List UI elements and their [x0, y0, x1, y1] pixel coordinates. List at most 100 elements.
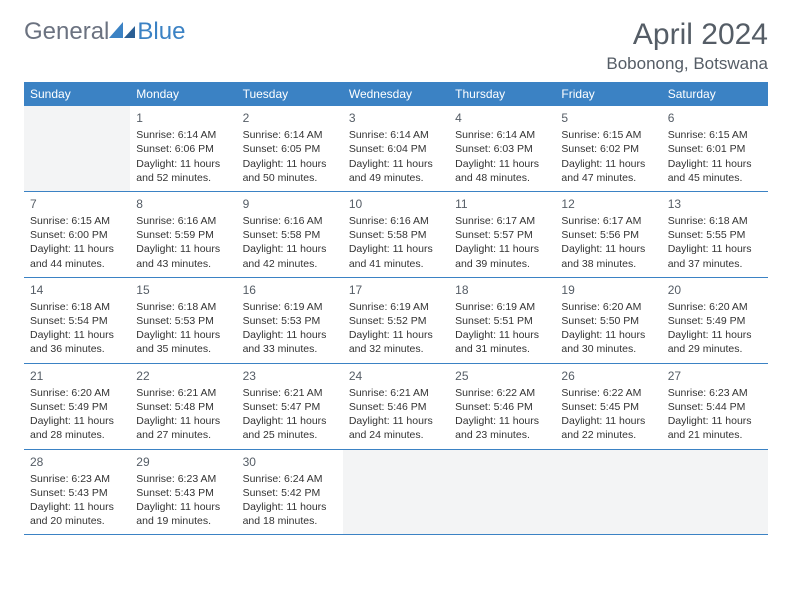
logo: General Blue	[24, 18, 185, 46]
day-number: 15	[136, 282, 230, 298]
day-details: Sunrise: 6:19 AMSunset: 5:53 PMDaylight:…	[243, 300, 337, 357]
day-cell: 21Sunrise: 6:20 AMSunset: 5:49 PMDayligh…	[24, 364, 130, 449]
day-number: 22	[136, 368, 230, 384]
day-cell	[449, 450, 555, 535]
week-row: 21Sunrise: 6:20 AMSunset: 5:49 PMDayligh…	[24, 364, 768, 450]
day-cell: 6Sunrise: 6:15 AMSunset: 6:01 PMDaylight…	[662, 106, 768, 191]
day-number: 23	[243, 368, 337, 384]
day-number: 17	[349, 282, 443, 298]
day-cell: 13 Sunrise: 6:18 AMSunset: 5:55 PMDayligh…	[662, 192, 768, 277]
day-details: Sunrise: 6:17 AMSunset: 5:57 PMDaylight:…	[455, 214, 549, 271]
day-number: 6	[668, 110, 762, 126]
day-cell: 3 Sunrise: 6:14 AMSunset: 6:04 PMDaylight…	[343, 106, 449, 191]
day-cell: 19 Sunrise: 6:20 AMSunset: 5:50 PMDayligh…	[555, 278, 661, 363]
day-details: Sunrise: 6:21 AMSunset: 5:46 PMDaylight:…	[349, 386, 443, 443]
day-cell: 25 Sunrise: 6:22 AMSunset: 5:46 PMDayligh…	[449, 364, 555, 449]
day-details: Sunrise: 6:19 AMSunset: 5:51 PMDaylight:…	[455, 300, 549, 357]
day-details: Sunrise: 6:17 AMSunset: 5:56 PMDaylight:…	[561, 214, 655, 271]
weekday-header-row: SundayMondayTuesdayWednesdayThursdayFrid…	[24, 82, 768, 106]
day-cell: 17 Sunrise: 6:19 AMSunset: 5:52 PMDayligh…	[343, 278, 449, 363]
day-details: Sunrise: 6:15 AMSunset: 6:00 PMDaylight:…	[30, 214, 124, 271]
day-number: 27	[668, 368, 762, 384]
calendar-body: 1 Sunrise: 6:14 AMSunset: 6:06 PMDaylight…	[24, 106, 768, 535]
day-cell: 5Sunrise: 6:15 AMSunset: 6:02 PMDaylight…	[555, 106, 661, 191]
day-cell: 2 Sunrise: 6:14 AMSunset: 6:05 PMDaylight…	[237, 106, 343, 191]
day-cell: 1 Sunrise: 6:14 AMSunset: 6:06 PMDaylight…	[130, 106, 236, 191]
day-number: 8	[136, 196, 230, 212]
weekday-header: Saturday	[662, 82, 768, 106]
day-number: 20	[668, 282, 762, 298]
day-cell: 23Sunrise: 6:21 AMSunset: 5:47 PMDayligh…	[237, 364, 343, 449]
weekday-header: Friday	[555, 82, 661, 106]
day-number: 16	[243, 282, 337, 298]
day-number: 7	[30, 196, 124, 212]
day-cell: 10 Sunrise: 6:16 AMSunset: 5:58 PMDayligh…	[343, 192, 449, 277]
week-row: 1 Sunrise: 6:14 AMSunset: 6:06 PMDaylight…	[24, 106, 768, 192]
day-number: 30	[243, 454, 337, 470]
day-number: 12	[561, 196, 655, 212]
title-block: April 2024 Bobonong, Botswana	[606, 18, 768, 74]
day-details: Sunrise: 6:23 AMSunset: 5:43 PMDaylight:…	[30, 472, 124, 529]
day-details: Sunrise: 6:16 AMSunset: 5:58 PMDaylight:…	[243, 214, 337, 271]
logo-text-blue: Blue	[137, 18, 185, 46]
day-details: Sunrise: 6:14 AMSunset: 6:05 PMDaylight:…	[243, 128, 337, 185]
day-details: Sunrise: 6:23 AMSunset: 5:44 PMDaylight:…	[668, 386, 762, 443]
day-cell: 28 Sunrise: 6:23 AMSunset: 5:43 PMDayligh…	[24, 450, 130, 535]
day-number: 10	[349, 196, 443, 212]
day-number: 29	[136, 454, 230, 470]
day-cell: 12 Sunrise: 6:17 AMSunset: 5:56 PMDayligh…	[555, 192, 661, 277]
page-header: General Blue April 2024 Bobonong, Botswa…	[24, 18, 768, 74]
day-cell: 26Sunrise: 6:22 AMSunset: 5:45 PMDayligh…	[555, 364, 661, 449]
day-cell: 9 Sunrise: 6:16 AMSunset: 5:58 PMDaylight…	[237, 192, 343, 277]
day-details: Sunrise: 6:22 AMSunset: 5:45 PMDaylight:…	[561, 386, 655, 443]
day-number: 24	[349, 368, 443, 384]
logo-shape-icon	[109, 20, 135, 38]
day-details: Sunrise: 6:15 AMSunset: 6:02 PMDaylight:…	[561, 128, 655, 185]
day-cell: 20 Sunrise: 6:20 AMSunset: 5:49 PMDayligh…	[662, 278, 768, 363]
day-number: 2	[243, 110, 337, 126]
day-details: Sunrise: 6:20 AMSunset: 5:49 PMDaylight:…	[668, 300, 762, 357]
week-row: 28 Sunrise: 6:23 AMSunset: 5:43 PMDayligh…	[24, 450, 768, 536]
day-details: Sunrise: 6:14 AMSunset: 6:04 PMDaylight:…	[349, 128, 443, 185]
day-number: 4	[455, 110, 549, 126]
logo-text-general: General	[24, 18, 109, 46]
day-details: Sunrise: 6:22 AMSunset: 5:46 PMDaylight:…	[455, 386, 549, 443]
day-details: Sunrise: 6:21 AMSunset: 5:48 PMDaylight:…	[136, 386, 230, 443]
day-details: Sunrise: 6:20 AMSunset: 5:50 PMDaylight:…	[561, 300, 655, 357]
weekday-header: Sunday	[24, 82, 130, 106]
day-details: Sunrise: 6:16 AMSunset: 5:58 PMDaylight:…	[349, 214, 443, 271]
day-cell: 16 Sunrise: 6:19 AMSunset: 5:53 PMDayligh…	[237, 278, 343, 363]
day-cell	[555, 450, 661, 535]
week-row: 7 Sunrise: 6:15 AMSunset: 6:00 PMDaylight…	[24, 192, 768, 278]
day-number: 3	[349, 110, 443, 126]
day-details: Sunrise: 6:18 AMSunset: 5:54 PMDaylight:…	[30, 300, 124, 357]
day-details: Sunrise: 6:24 AMSunset: 5:42 PMDaylight:…	[243, 472, 337, 529]
day-cell: 15Sunrise: 6:18 AMSunset: 5:53 PMDayligh…	[130, 278, 236, 363]
day-cell: 14 Sunrise: 6:18 AMSunset: 5:54 PMDayligh…	[24, 278, 130, 363]
day-number: 25	[455, 368, 549, 384]
day-cell: 18 Sunrise: 6:19 AMSunset: 5:51 PMDayligh…	[449, 278, 555, 363]
day-cell: 30 Sunrise: 6:24 AMSunset: 5:42 PMDayligh…	[237, 450, 343, 535]
day-cell	[662, 450, 768, 535]
day-details: Sunrise: 6:23 AMSunset: 5:43 PMDaylight:…	[136, 472, 230, 529]
month-title: April 2024	[606, 18, 768, 52]
day-cell: 11 Sunrise: 6:17 AMSunset: 5:57 PMDayligh…	[449, 192, 555, 277]
day-details: Sunrise: 6:14 AMSunset: 6:06 PMDaylight:…	[136, 128, 230, 185]
day-number: 11	[455, 196, 549, 212]
day-number: 14	[30, 282, 124, 298]
day-number: 13	[668, 196, 762, 212]
day-number: 9	[243, 196, 337, 212]
day-number: 21	[30, 368, 124, 384]
day-number: 19	[561, 282, 655, 298]
day-cell: 24 Sunrise: 6:21 AMSunset: 5:46 PMDayligh…	[343, 364, 449, 449]
weekday-header: Thursday	[449, 82, 555, 106]
day-cell: 8Sunrise: 6:16 AMSunset: 5:59 PMDaylight…	[130, 192, 236, 277]
weekday-header: Monday	[130, 82, 236, 106]
day-number: 1	[136, 110, 230, 126]
day-cell: 7 Sunrise: 6:15 AMSunset: 6:00 PMDaylight…	[24, 192, 130, 277]
day-details: Sunrise: 6:18 AMSunset: 5:55 PMDaylight:…	[668, 214, 762, 271]
day-number: 18	[455, 282, 549, 298]
day-number: 28	[30, 454, 124, 470]
day-details: Sunrise: 6:19 AMSunset: 5:52 PMDaylight:…	[349, 300, 443, 357]
weekday-header: Wednesday	[343, 82, 449, 106]
